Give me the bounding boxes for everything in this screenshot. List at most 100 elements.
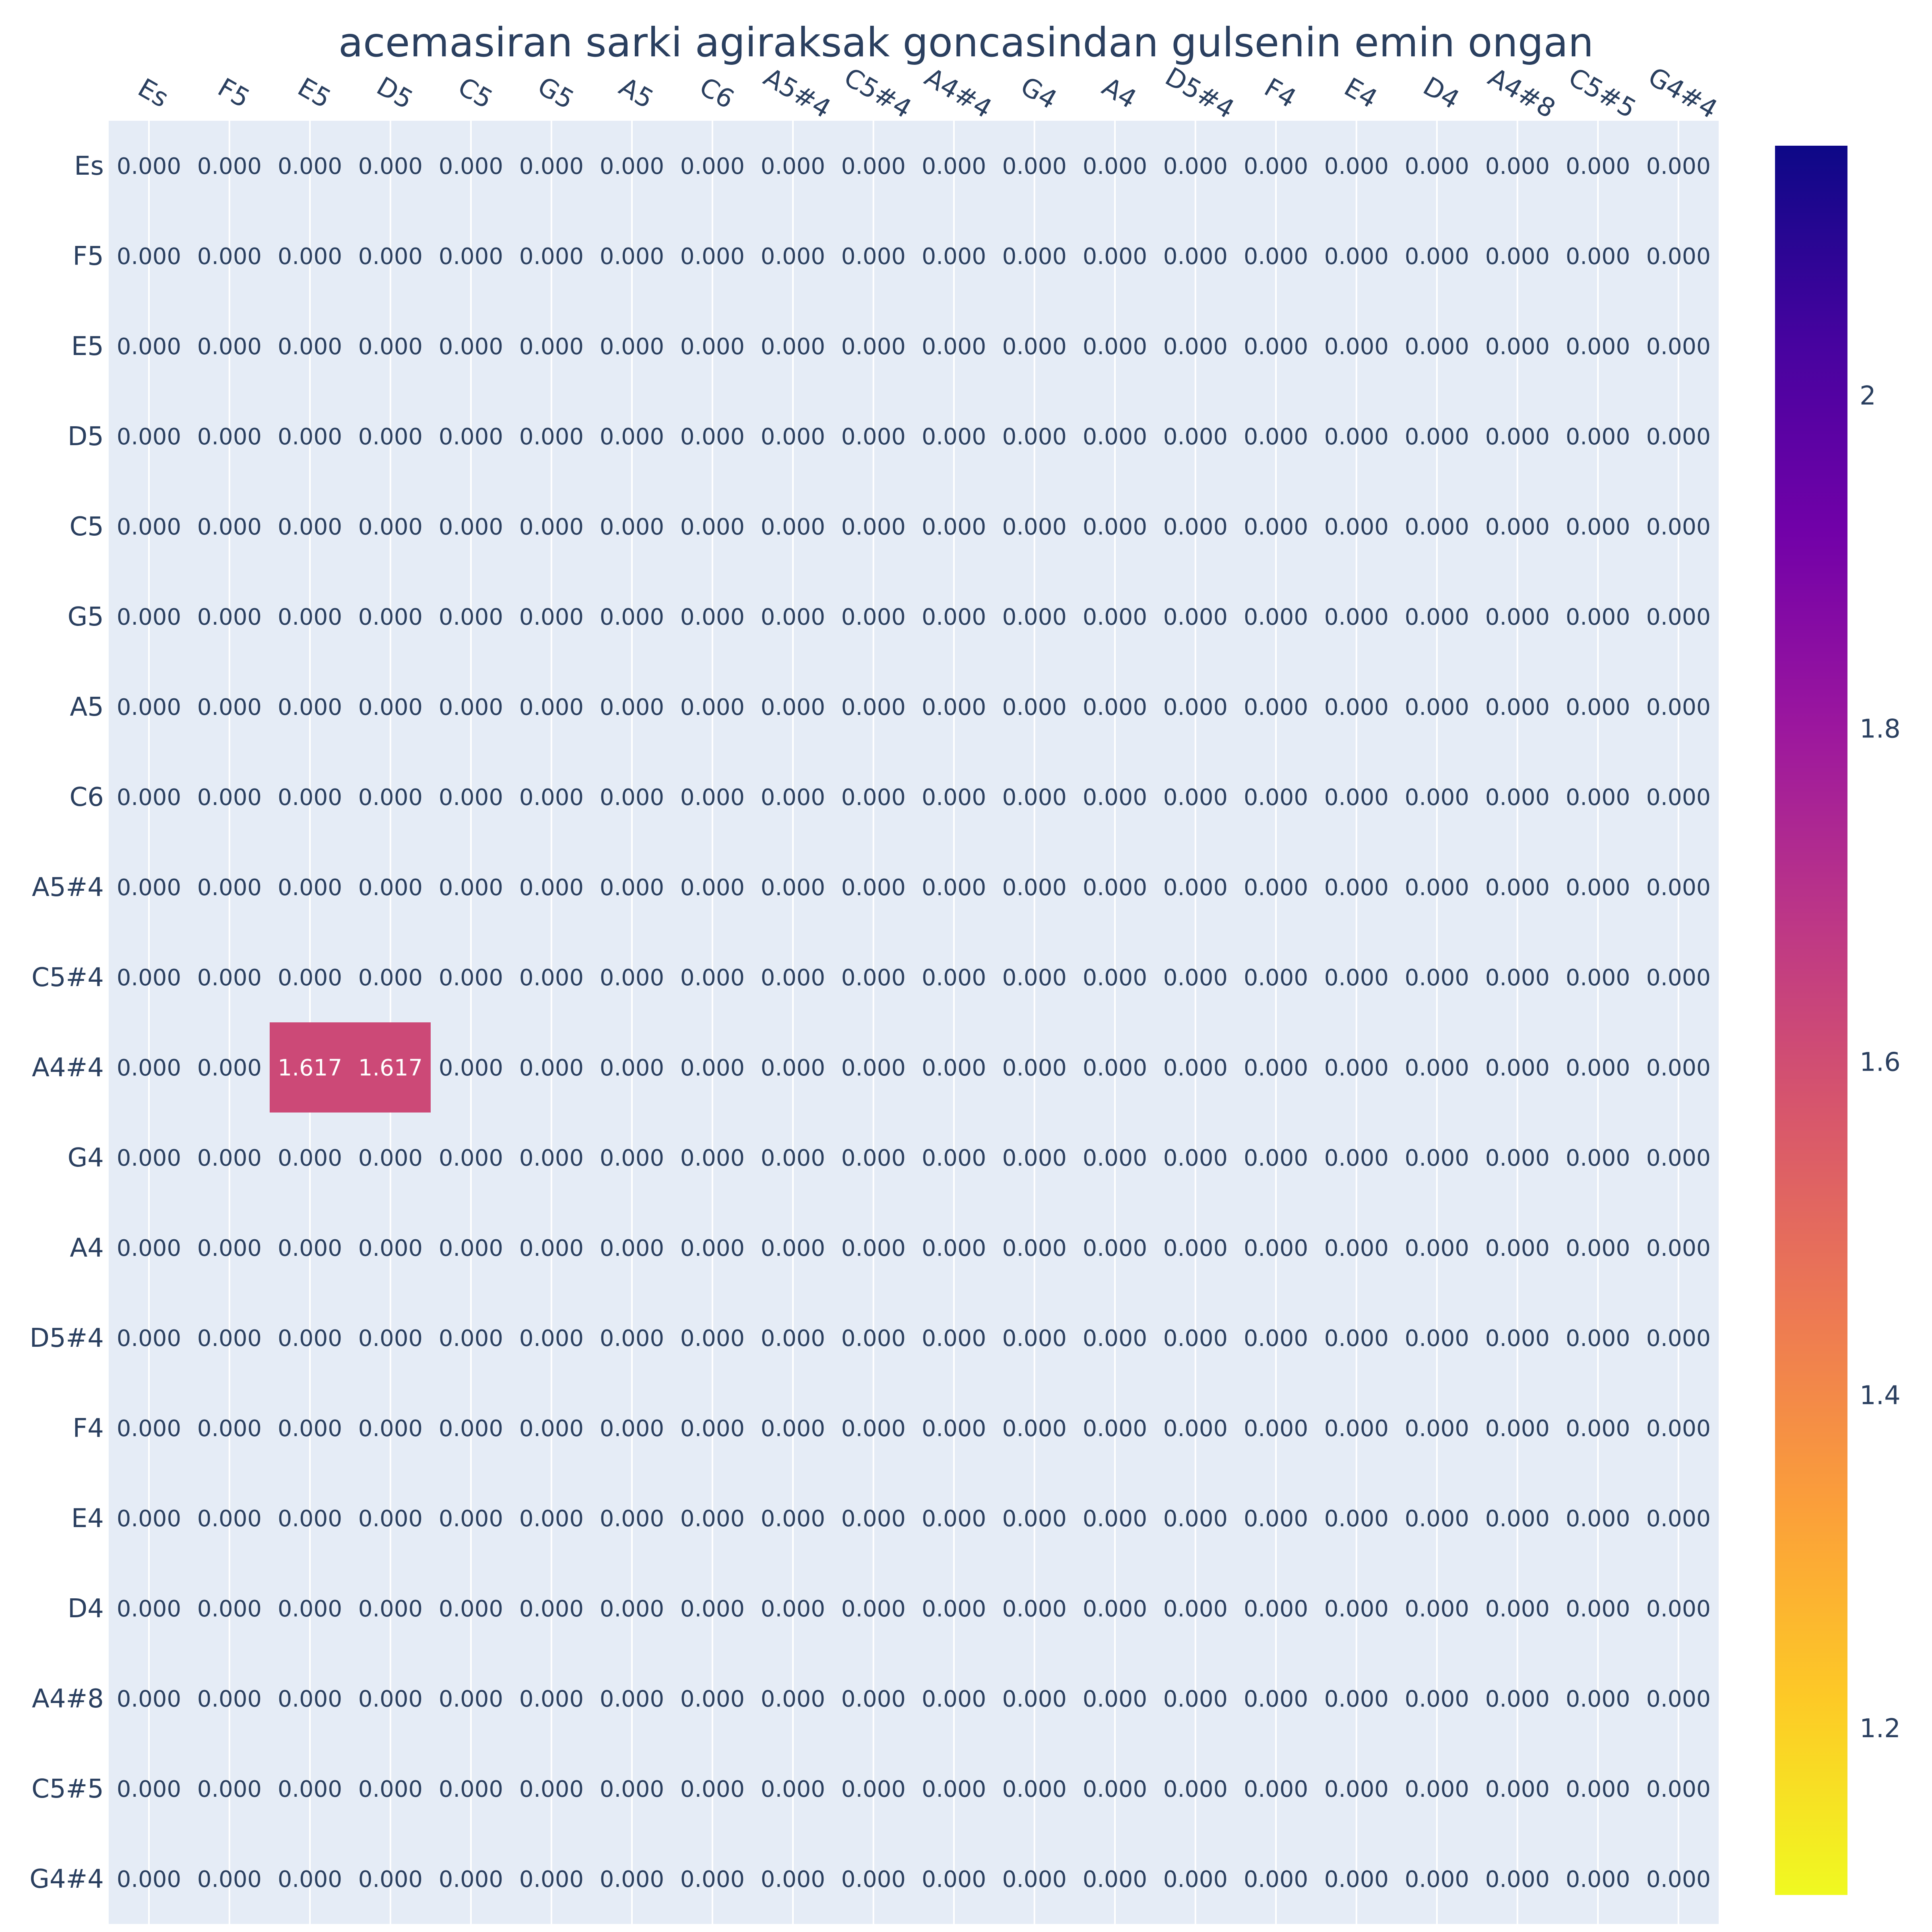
cell-value-label: 0.000	[1646, 1325, 1711, 1352]
cell-value-label: 0.000	[1083, 1145, 1147, 1171]
cell-value-label: 0.000	[841, 1686, 906, 1712]
cell-value-label: 0.000	[761, 1686, 825, 1712]
cell-value-label: 0.000	[1002, 875, 1067, 901]
cell-value-label: 0.000	[278, 1776, 342, 1802]
cell-value-label: 0.000	[1083, 1596, 1147, 1622]
cell-value-label: 0.000	[1244, 1506, 1308, 1532]
x-tick-label: C5#4	[839, 62, 916, 124]
cell-value-label: 0.000	[680, 784, 745, 811]
cell-value-label: 0.000	[1566, 244, 1630, 270]
cell-value-label: 0.000	[1002, 1776, 1067, 1802]
cell-value-label: 0.000	[358, 1866, 423, 1893]
cell-value-label: 0.000	[1405, 1235, 1469, 1261]
cell-value-label: 0.000	[761, 965, 825, 991]
cell-value-label: 0.000	[117, 694, 181, 720]
cell-value-label: 0.000	[1002, 1325, 1067, 1352]
cell-value-label: 0.000	[1002, 1055, 1067, 1081]
cell-value-label: 0.000	[439, 875, 503, 901]
cell-value-label: 0.000	[600, 1506, 664, 1532]
cell-value-label: 0.000	[922, 1596, 986, 1622]
colorbar-gradient	[1775, 146, 1847, 1895]
y-tick-label: E5	[71, 332, 104, 361]
cell-value-label: 0.000	[761, 1145, 825, 1171]
cell-value-label: 0.000	[519, 1416, 584, 1442]
cell-value-label: 0.000	[278, 1596, 342, 1622]
y-tick-label: C5#4	[31, 963, 104, 993]
cell-value-label: 0.000	[117, 1145, 181, 1171]
cell-value-label: 0.000	[922, 784, 986, 811]
cell-value-label: 0.000	[1405, 1145, 1469, 1171]
cell-value-label: 0.000	[1083, 1235, 1147, 1261]
cell-value-label: 0.000	[1324, 1416, 1389, 1442]
cell-value-label: 0.000	[600, 153, 664, 180]
cell-value-label: 0.000	[922, 1776, 986, 1802]
cell-value-label: 0.000	[1163, 1235, 1228, 1261]
cell-value-label: 0.000	[1163, 1325, 1228, 1352]
cell-value-label: 0.000	[1566, 1416, 1630, 1442]
cell-value-label: 0.000	[1163, 1776, 1228, 1802]
cell-value-label: 0.000	[1163, 1866, 1228, 1893]
cell-value-label: 0.000	[1324, 334, 1389, 360]
cell-value-label: 0.000	[761, 244, 825, 270]
cell-value-label: 0.000	[1163, 784, 1228, 811]
cell-value-label: 0.000	[439, 1596, 503, 1622]
cell-value-label: 0.000	[761, 1235, 825, 1261]
cell-value-label: 0.000	[922, 334, 986, 360]
cell-value-label: 0.000	[1244, 604, 1308, 630]
cell-value-label: 0.000	[1566, 1776, 1630, 1802]
cell-value-label: 0.000	[1566, 1506, 1630, 1532]
cell-value-label: 0.000	[439, 153, 503, 180]
cell-value-label: 0.000	[922, 1235, 986, 1261]
cell-value-label: 0.000	[358, 1776, 423, 1802]
cell-value-label: 0.000	[519, 1325, 584, 1352]
cell-value-label: 0.000	[841, 1055, 906, 1081]
cell-value-label: 0.000	[1566, 1686, 1630, 1712]
cell-value-label: 0.000	[1083, 1776, 1147, 1802]
cell-value-label: 0.000	[1566, 514, 1630, 540]
cell-value-label: 0.000	[600, 965, 664, 991]
cell-value-label: 0.000	[841, 1235, 906, 1261]
cell-value-label: 0.000	[1002, 694, 1067, 720]
cell-value-label: 0.000	[1324, 694, 1389, 720]
cell-value-label: 0.000	[117, 1776, 181, 1802]
y-tick-label: A4#4	[32, 1053, 104, 1083]
cell-value-label: 0.000	[680, 1325, 745, 1352]
cell-value-label: 0.000	[358, 153, 423, 180]
y-tick-label: D5	[68, 422, 104, 452]
cell-value-label: 0.000	[1163, 694, 1228, 720]
cell-value-label: 0.000	[1163, 1686, 1228, 1712]
x-tick-label: C5#5	[1563, 62, 1641, 124]
x-tick-label: D5#4	[1160, 62, 1239, 125]
cell-value-label: 0.000	[278, 1416, 342, 1442]
cell-value-label: 0.000	[358, 1325, 423, 1352]
cell-value-label: 0.000	[197, 1416, 262, 1442]
chart-title: acemasiran sarki agiraksak goncasindan g…	[339, 19, 1593, 66]
cell-value-label: 0.000	[1646, 1776, 1711, 1802]
y-tick-label: G4	[68, 1143, 104, 1173]
cell-value-label: 0.000	[1485, 1235, 1550, 1261]
x-tick-label: F4	[1259, 72, 1301, 114]
cell-value-label: 0.000	[1002, 1416, 1067, 1442]
cell-value-label: 0.000	[197, 1596, 262, 1622]
cell-value-label: 0.000	[358, 1686, 423, 1712]
colorbar-tick-label: 1.8	[1860, 714, 1901, 744]
cell-value-label: 0.000	[1324, 514, 1389, 540]
cell-value-label: 0.000	[1002, 1686, 1067, 1712]
cell-value-label: 0.000	[922, 514, 986, 540]
cell-value-label: 0.000	[1002, 424, 1067, 450]
cell-value-label: 0.000	[1485, 514, 1550, 540]
cell-value-label: 0.000	[841, 1416, 906, 1442]
y-tick-label: D5#4	[30, 1323, 104, 1353]
cell-value-label: 0.000	[1324, 875, 1389, 901]
x-tick-label: C5	[453, 72, 497, 115]
x-tick-label: G4	[1016, 71, 1062, 115]
cell-value-label: 0.000	[1002, 784, 1067, 811]
cell-value-label: 0.000	[1324, 604, 1389, 630]
cell-value-label: 0.000	[600, 1776, 664, 1802]
cell-value-label: 0.000	[1163, 1506, 1228, 1532]
cell-value-label: 0.000	[1566, 424, 1630, 450]
heatmap-cells	[270, 1022, 431, 1113]
cell-value-label: 0.000	[1405, 604, 1469, 630]
cell-value-label: 0.000	[922, 604, 986, 630]
cell-value-label: 0.000	[761, 875, 825, 901]
